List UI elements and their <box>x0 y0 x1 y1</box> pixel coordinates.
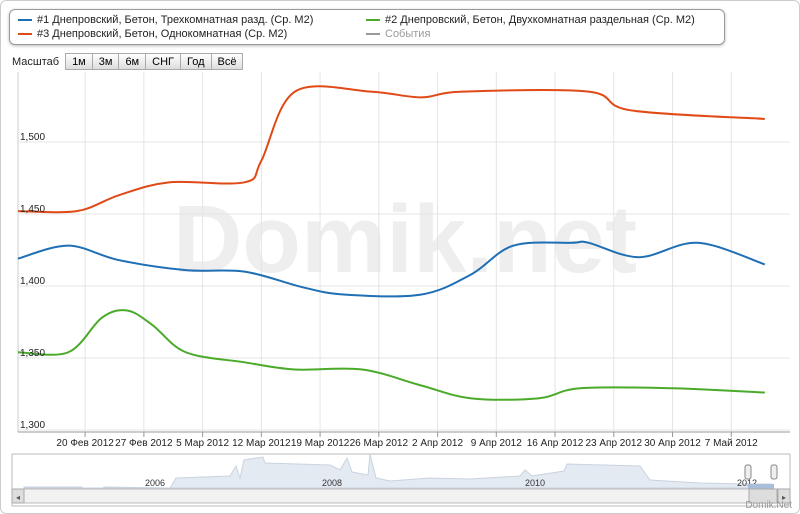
y-tick-label: 1,450 <box>20 204 45 215</box>
scale-label: Масштаб <box>12 55 60 68</box>
legend-item-3[interactable]: #3 Днепровский, Бетон, Однокомнатная (Ср… <box>18 28 287 40</box>
navigator-handle[interactable] <box>770 464 778 480</box>
x-tick-label: 19 Мар 2012 <box>291 438 350 449</box>
y-tick-label: 1,500 <box>20 132 45 143</box>
zoom-6m-button[interactable]: 6м <box>118 53 147 70</box>
navigator-year-label: 2008 <box>322 478 342 488</box>
zoom-3m-button[interactable]: 3м <box>91 53 120 70</box>
navigator-selection[interactable] <box>748 484 774 489</box>
legend-item-events[interactable]: События <box>366 28 430 40</box>
zoom-year-button[interactable]: Год <box>179 53 212 70</box>
x-tick-label: 12 Мар 2012 <box>232 438 291 449</box>
legend-item-2[interactable]: #2 Днепровский, Бетон, Двухкомнатная раз… <box>366 14 695 26</box>
scroll-left-button[interactable] <box>11 488 25 504</box>
x-tick-label: 16 Апр 2012 <box>527 438 584 449</box>
y-tick-label: 1,300 <box>20 420 45 431</box>
scrollbar-thumb[interactable] <box>748 488 778 504</box>
series-color-swatch <box>18 33 32 35</box>
x-tick-label: 9 Апр 2012 <box>471 438 522 449</box>
zoom-1m-button[interactable]: 1м <box>65 53 93 70</box>
navigator-year-label: 2010 <box>525 478 545 488</box>
legend-label: #3 Днепровский, Бетон, Однокомнатная (Ср… <box>37 28 288 40</box>
navigator-year-label: 2012 <box>737 478 757 488</box>
x-tick-label: 26 Мар 2012 <box>350 438 409 449</box>
brand-credit: Domik.Net <box>745 500 792 511</box>
navigator-area <box>23 453 773 493</box>
series-color-swatch <box>18 19 32 21</box>
x-tick-label: 30 Апр 2012 <box>644 438 701 449</box>
navigator-handle[interactable] <box>744 464 752 480</box>
legend-label: #2 Днепровский, Бетон, Двухкомнатная раз… <box>385 14 695 26</box>
scroll-left-arrow-icon: ◂ <box>16 493 20 502</box>
watermark: Domik.net <box>173 186 637 293</box>
navigator[interactable]: 2006 2008 2010 2012 ◂ ▸ <box>11 453 791 507</box>
scroll-right-button[interactable] <box>777 488 791 504</box>
x-tick-label: 7 Май 2012 <box>705 438 758 449</box>
x-tick-label: 2 Апр 2012 <box>412 438 463 449</box>
y-tick-label: 1,350 <box>20 348 45 359</box>
legend-label: События <box>385 28 431 40</box>
series-line-2[interactable] <box>17 309 765 401</box>
x-tick-label: 23 Апр 2012 <box>585 438 642 449</box>
zoom-all-button[interactable]: Всё <box>210 53 244 70</box>
x-tick-label: 27 Фев 2012 <box>115 438 173 449</box>
legend-item-1[interactable]: #1 Днепровский, Бетон, Трехкомнатная раз… <box>18 14 313 26</box>
series-line-3[interactable] <box>17 85 765 214</box>
scrollbar-track[interactable] <box>11 488 791 504</box>
legend: #1 Днепровский, Бетон, Трехкомнатная раз… <box>9 9 725 45</box>
zoom-ytd-button[interactable]: СНГ <box>145 53 181 70</box>
navigator-year-label: 2006 <box>145 478 165 488</box>
y-tick-label: 1,400 <box>20 276 45 287</box>
x-tick-label: 5 Мар 2012 <box>176 438 229 449</box>
scroll-right-arrow-icon: ▸ <box>782 493 786 502</box>
legend-label: #1 Днепровский, Бетон, Трехкомнатная раз… <box>37 14 314 26</box>
series-color-swatch <box>366 33 380 35</box>
series-color-swatch <box>366 19 380 21</box>
x-tick-label: 20 Фев 2012 <box>56 438 114 449</box>
zoom-scale-bar: Масштаб 1м 3м 6м СНГ Год Всё <box>12 53 244 70</box>
